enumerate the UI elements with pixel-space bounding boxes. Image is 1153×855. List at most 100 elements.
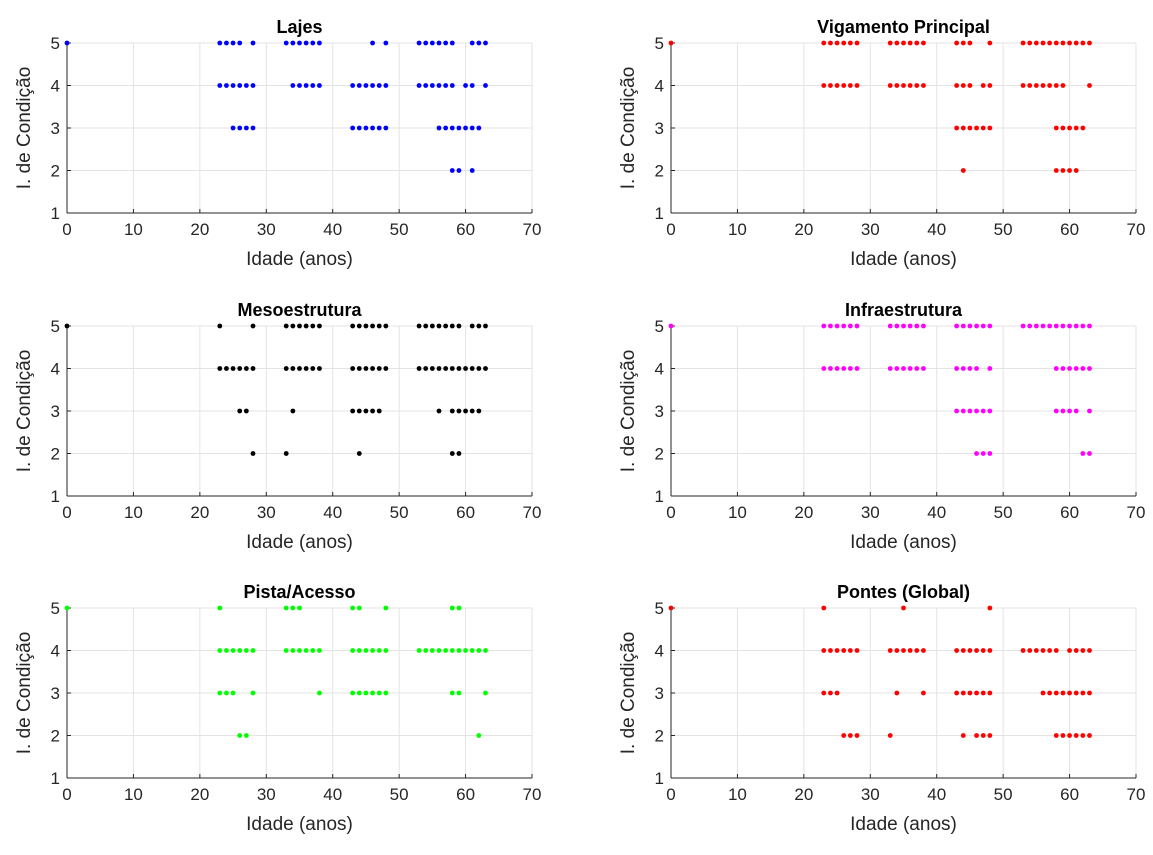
y-tick-label: 4 — [655, 360, 664, 379]
data-point — [290, 366, 296, 371]
data-point — [350, 408, 356, 414]
data-point — [914, 83, 920, 88]
data-point — [423, 83, 429, 88]
data-point — [237, 83, 243, 88]
data-point — [350, 125, 356, 131]
data-point — [1047, 40, 1053, 46]
data-point — [237, 648, 243, 653]
data-point — [1067, 690, 1072, 696]
data-point — [303, 40, 309, 46]
y-tick-label: 5 — [51, 317, 60, 336]
data-point — [1047, 323, 1053, 329]
x-tick-label: 60 — [1060, 503, 1079, 522]
data-point — [449, 40, 455, 46]
data-point — [363, 83, 369, 88]
data-point — [456, 690, 462, 696]
data-point — [283, 323, 289, 329]
data-point — [960, 733, 966, 738]
data-point — [834, 40, 840, 46]
data-point — [436, 366, 442, 371]
data-point — [250, 366, 256, 371]
data-point — [1060, 168, 1066, 173]
data-point — [463, 125, 468, 131]
data-point — [1067, 168, 1072, 173]
data-point — [887, 366, 893, 371]
x-tick-label: 60 — [456, 220, 475, 239]
y-tick-label: 1 — [655, 487, 664, 506]
data-point — [350, 690, 356, 696]
data-point — [283, 366, 289, 371]
data-point — [954, 690, 960, 696]
data-point — [297, 648, 302, 653]
data-point — [821, 690, 827, 696]
data-point — [370, 323, 375, 329]
x-tick-label: 60 — [456, 785, 475, 804]
data-point — [894, 648, 900, 653]
x-tick-label: 70 — [1127, 785, 1146, 804]
y-axis-label: I. de Condição — [618, 67, 639, 190]
data-point — [376, 125, 382, 131]
data-point — [921, 690, 926, 696]
data-point — [1087, 83, 1092, 88]
data-point — [821, 605, 827, 611]
data-point — [1073, 408, 1079, 414]
data-point — [449, 408, 455, 414]
y-tick-label: 3 — [51, 119, 60, 138]
data-point — [217, 366, 223, 371]
data-point — [469, 408, 475, 414]
data-point — [967, 125, 973, 131]
x-tick-label: 70 — [523, 220, 542, 239]
data-point — [887, 83, 893, 88]
data-point — [1087, 366, 1092, 371]
data-point — [469, 168, 475, 173]
data-point — [1053, 83, 1059, 88]
data-point — [960, 168, 966, 173]
data-point — [317, 40, 322, 46]
data-point — [237, 366, 243, 371]
data-point — [1087, 408, 1092, 414]
data-point — [980, 83, 986, 88]
chart-title: Pista/Acesso — [243, 582, 355, 602]
data-point — [1020, 648, 1026, 653]
x-tick-label: 70 — [1127, 220, 1146, 239]
data-point — [376, 366, 382, 371]
data-point — [987, 648, 993, 653]
data-point — [476, 125, 482, 131]
data-point — [224, 648, 229, 653]
data-point — [834, 366, 840, 371]
data-point — [854, 366, 860, 371]
data-point — [290, 648, 296, 653]
data-point — [954, 366, 960, 371]
y-tick-label: 5 — [655, 317, 664, 336]
data-point — [1067, 366, 1072, 371]
data-point — [1073, 733, 1079, 738]
data-point — [436, 408, 442, 414]
data-point — [841, 40, 847, 46]
data-point — [383, 690, 389, 696]
data-point — [1080, 125, 1086, 131]
data-point — [1047, 648, 1053, 653]
data-point — [64, 323, 70, 329]
data-point — [283, 648, 289, 653]
y-tick-label: 2 — [51, 162, 60, 181]
data-point — [416, 323, 422, 329]
x-tick-label: 70 — [523, 503, 542, 522]
chart-title: Vigamento Principal — [817, 17, 990, 37]
data-point — [436, 40, 442, 46]
data-point — [834, 323, 840, 329]
data-point — [980, 690, 986, 696]
data-point — [1027, 83, 1033, 88]
data-point — [980, 323, 986, 329]
data-point — [290, 408, 296, 414]
data-point — [854, 323, 860, 329]
data-point — [887, 323, 893, 329]
data-point — [1087, 451, 1092, 456]
data-point — [217, 648, 223, 653]
data-point — [243, 366, 249, 371]
data-point — [303, 83, 309, 88]
data-point — [834, 83, 840, 88]
data-point — [1060, 323, 1066, 329]
data-point — [370, 40, 375, 46]
data-point — [416, 648, 422, 653]
y-tick-label: 1 — [51, 487, 60, 506]
